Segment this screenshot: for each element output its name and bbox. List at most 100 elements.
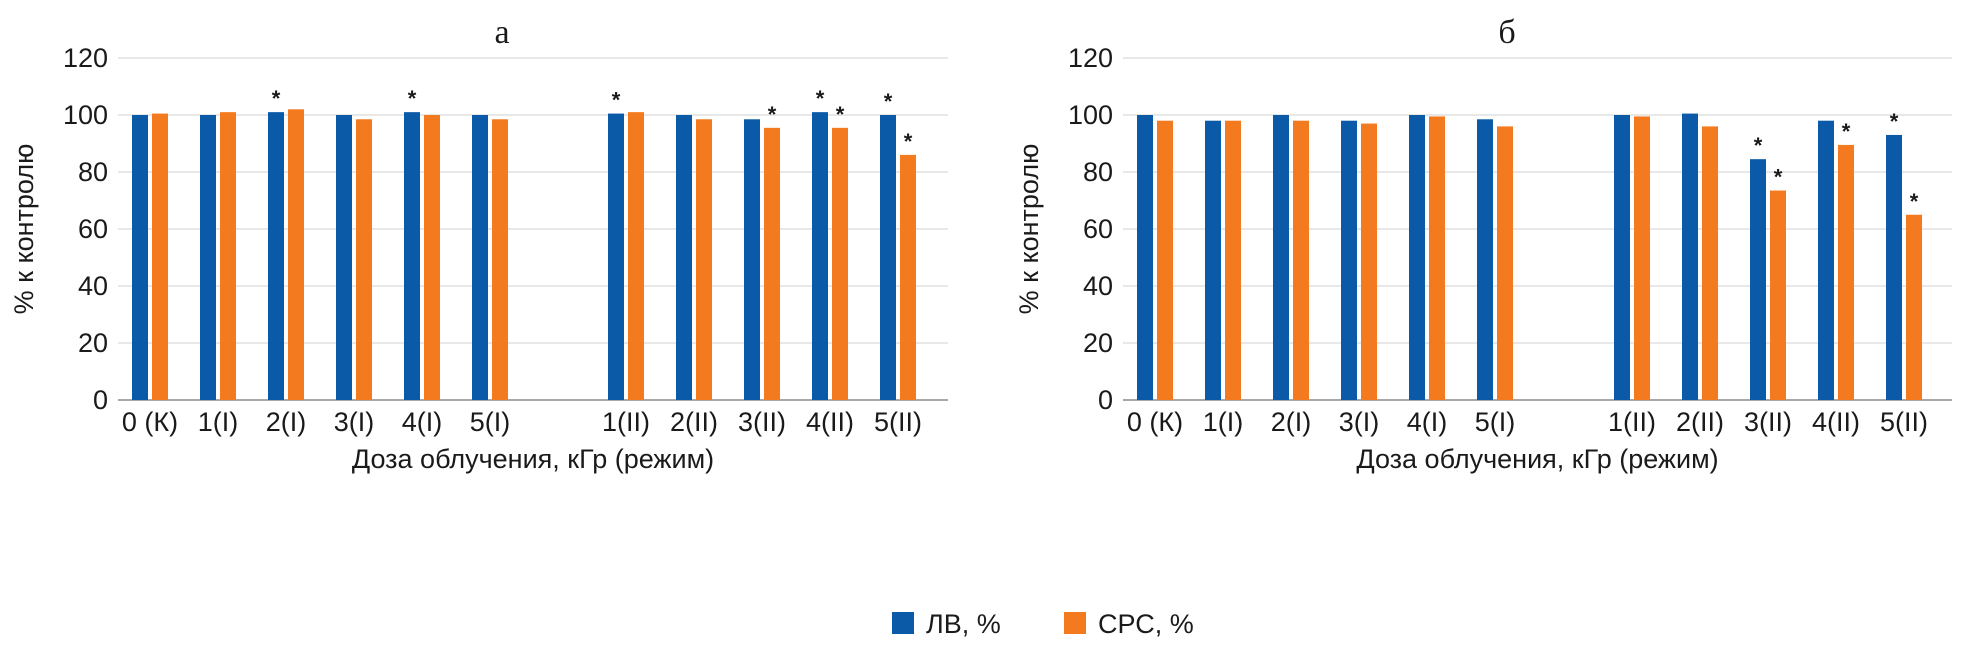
x-tick-label: 3(II)	[738, 407, 786, 437]
bar-srs	[424, 115, 440, 400]
bar-lv	[608, 113, 624, 400]
y-tick-label: 80	[1083, 157, 1113, 187]
significance-marker: *	[1910, 189, 1919, 214]
x-tick-label: 4(II)	[1812, 407, 1860, 437]
bar-lv	[1341, 120, 1357, 400]
x-tick-label: 4(II)	[806, 407, 854, 437]
y-tick-label: 100	[1068, 100, 1113, 130]
x-tick-label: 0 (К)	[122, 407, 178, 437]
x-tick-label: 5(II)	[874, 407, 922, 437]
bar-lv	[268, 112, 284, 401]
y-tick-label: 0	[1098, 385, 1113, 415]
bar-srs	[1497, 126, 1513, 401]
bar-lv	[132, 115, 148, 400]
x-axis-label: Доза облучения, кГр (режим)	[1356, 444, 1718, 474]
y-tick-label: 60	[78, 214, 108, 244]
significance-marker: *	[768, 102, 777, 127]
significance-marker: *	[408, 86, 417, 111]
bar-lv	[1409, 115, 1425, 400]
bar-srs	[832, 127, 848, 400]
bar-lv	[1682, 113, 1698, 400]
x-tick-label: 3(I)	[1339, 407, 1380, 437]
significance-marker: *	[1754, 133, 1763, 158]
x-tick-label: 5(I)	[1475, 407, 1516, 437]
x-tick-label: 2(II)	[670, 407, 718, 437]
bar-srs	[288, 109, 304, 401]
legend-swatch-lv	[892, 612, 914, 634]
x-tick-label: 1(I)	[198, 407, 239, 437]
x-tick-label: 2(I)	[1271, 407, 1312, 437]
bar-lv	[1886, 134, 1902, 400]
bar-srs	[696, 119, 712, 401]
bar-lv	[1137, 115, 1153, 400]
y-tick-label: 40	[78, 271, 108, 301]
bar-lv	[472, 115, 488, 400]
x-tick-label: 5(II)	[1880, 407, 1928, 437]
legend: ЛВ, % СРС, %	[892, 609, 1194, 639]
bar-srs	[764, 127, 780, 400]
chart-panel-b: б 0 20 40 60 80 100 120 % к контролю Доза облучен…	[1014, 14, 1952, 474]
bar-lv	[1614, 115, 1630, 400]
y-tick-label: 20	[1083, 328, 1113, 358]
chart-panel-a: а 0 20 40 60 80 100 120 % к контролю Доза облучен…	[9, 14, 948, 474]
bar-lv	[1818, 120, 1834, 400]
bar-srs	[1361, 123, 1377, 401]
significance-marker: *	[904, 129, 913, 154]
bar-lv	[880, 115, 896, 400]
bar-srs	[1770, 190, 1786, 400]
bar-srs	[1157, 120, 1173, 400]
bar-lv	[1205, 120, 1221, 400]
significance-marker: *	[816, 86, 825, 111]
bar-lv	[1477, 119, 1493, 401]
x-tick-label: 2(I)	[266, 407, 307, 437]
bar-srs	[628, 112, 644, 401]
bar-srs	[1906, 214, 1922, 400]
bar-lv	[336, 115, 352, 400]
x-tick-label: 4(I)	[402, 407, 443, 437]
bar-lv	[1273, 115, 1289, 400]
y-tick-label: 100	[63, 100, 108, 130]
bar-lv	[1750, 159, 1766, 400]
bar-srs	[1429, 116, 1445, 401]
chart-title: б	[1498, 14, 1515, 51]
bar-srs	[356, 119, 372, 401]
x-tick-label: 5(I)	[470, 407, 511, 437]
bar-lv	[812, 112, 828, 401]
y-axis-label: % к контролю	[9, 144, 39, 315]
bar-lv	[200, 115, 216, 400]
y-tick-label: 80	[78, 157, 108, 187]
legend-label-lv: ЛВ, %	[926, 609, 1001, 639]
significance-marker: *	[272, 86, 281, 111]
bar-srs	[1702, 126, 1718, 401]
x-tick-label: 1(I)	[1203, 407, 1244, 437]
bar-lv	[404, 112, 420, 401]
bar-lv	[676, 115, 692, 400]
x-tick-label: 3(II)	[1744, 407, 1792, 437]
significance-marker: *	[884, 89, 893, 114]
y-tick-label: 20	[78, 328, 108, 358]
x-tick-label: 1(II)	[602, 407, 650, 437]
y-tick-label: 60	[1083, 214, 1113, 244]
bar-srs	[1838, 144, 1854, 400]
bar-srs	[1293, 120, 1309, 400]
x-tick-label: 4(I)	[1407, 407, 1448, 437]
x-tick-label: 2(II)	[1676, 407, 1724, 437]
bar-srs	[152, 113, 168, 400]
y-axis-label: % к контролю	[1014, 144, 1044, 315]
bar-srs	[1225, 120, 1241, 400]
significance-marker: *	[836, 102, 845, 127]
chart-title: а	[494, 14, 509, 51]
y-tick-label: 0	[93, 385, 108, 415]
y-tick-label: 40	[1083, 271, 1113, 301]
significance-marker: *	[1890, 109, 1899, 134]
legend-swatch-srs	[1064, 612, 1086, 634]
x-tick-label: 0 (К)	[1127, 407, 1183, 437]
y-tick-label: 120	[63, 43, 108, 73]
bar-srs	[492, 119, 508, 401]
x-tick-label: 1(II)	[1608, 407, 1656, 437]
charts-group: а 0 20 40 60 80 100 120 % к контролю Доза облучен…	[9, 14, 1952, 474]
significance-marker: *	[1774, 165, 1783, 190]
y-tick-label: 120	[1068, 43, 1113, 73]
significance-marker: *	[612, 88, 621, 113]
